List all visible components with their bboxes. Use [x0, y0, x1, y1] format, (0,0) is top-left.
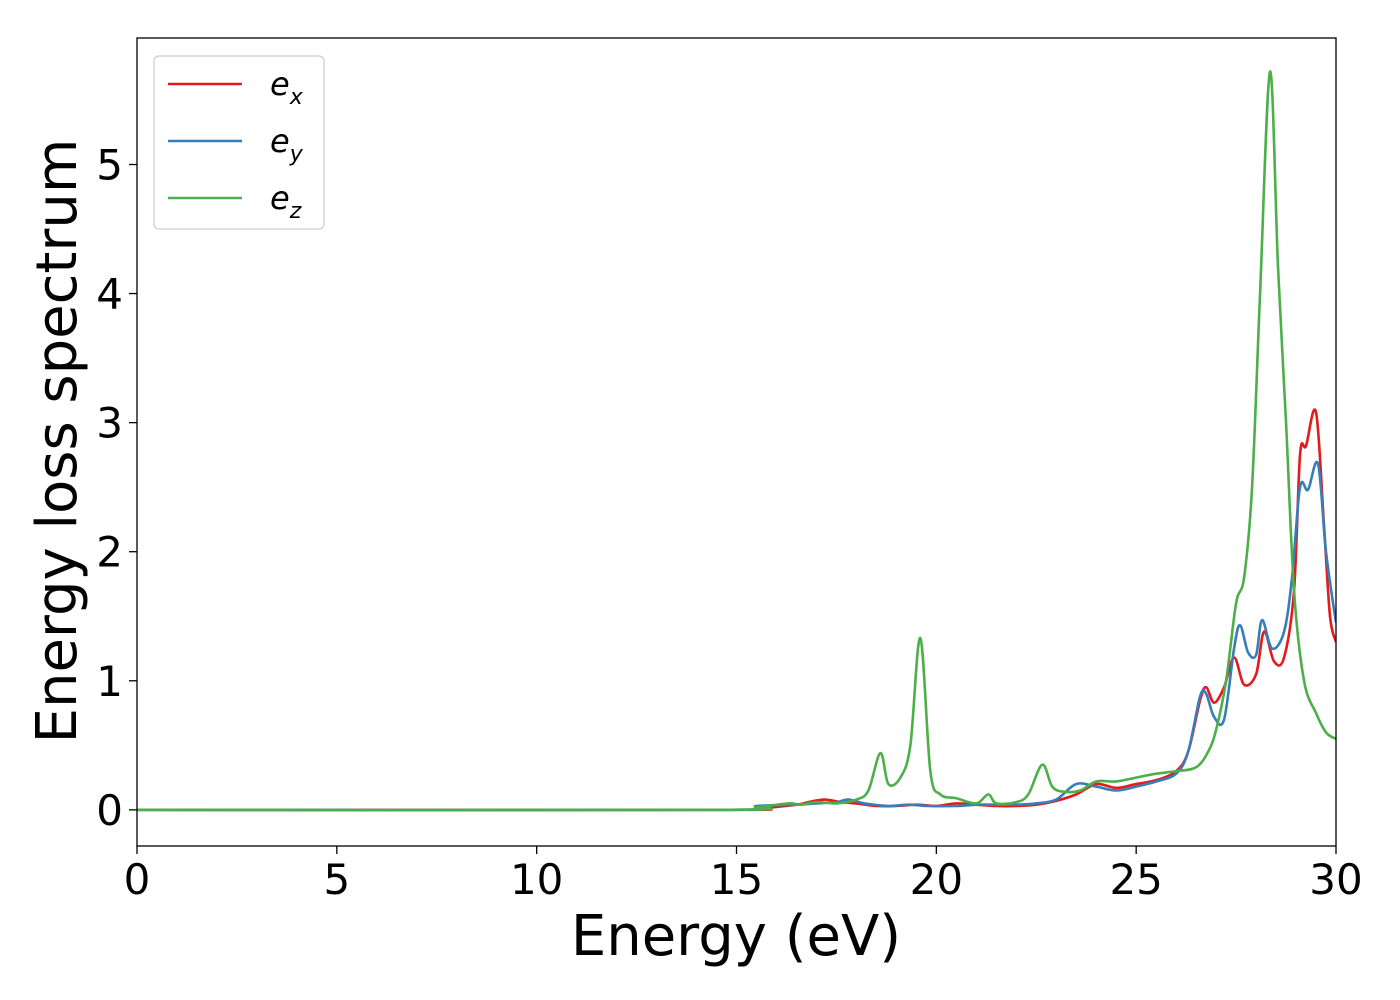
- x-tick-label: 15: [710, 855, 763, 904]
- legend-box: [153, 55, 325, 230]
- series-line-ex: [137, 408, 1336, 812]
- y-tick-label: 2: [96, 528, 123, 577]
- x-tick-label: 20: [910, 855, 963, 904]
- x-tick-label: 30: [1309, 855, 1362, 904]
- x-axis-label: Energy (eV): [571, 904, 901, 969]
- plot-layer: [137, 70, 1336, 812]
- series-line-ey: [137, 460, 1336, 812]
- series-line-ez: [137, 70, 1336, 812]
- x-tick-label: 0: [124, 855, 151, 904]
- x-tick-label: 25: [1109, 855, 1162, 904]
- y-tick-label: 4: [96, 270, 123, 319]
- x-tick-label: 5: [323, 855, 350, 904]
- y-axis-label: Energy loss spectrum: [25, 139, 90, 744]
- ticks-layer: 0 5 10 15 20 25 30 0 1 2 3 4 5: [96, 140, 1362, 904]
- y-tick-label: 0: [96, 786, 123, 835]
- y-tick-label: 3: [96, 399, 123, 448]
- y-tick-label: 5: [96, 140, 123, 189]
- y-tick-label: 1: [96, 657, 123, 706]
- x-tick-label: 10: [510, 855, 563, 904]
